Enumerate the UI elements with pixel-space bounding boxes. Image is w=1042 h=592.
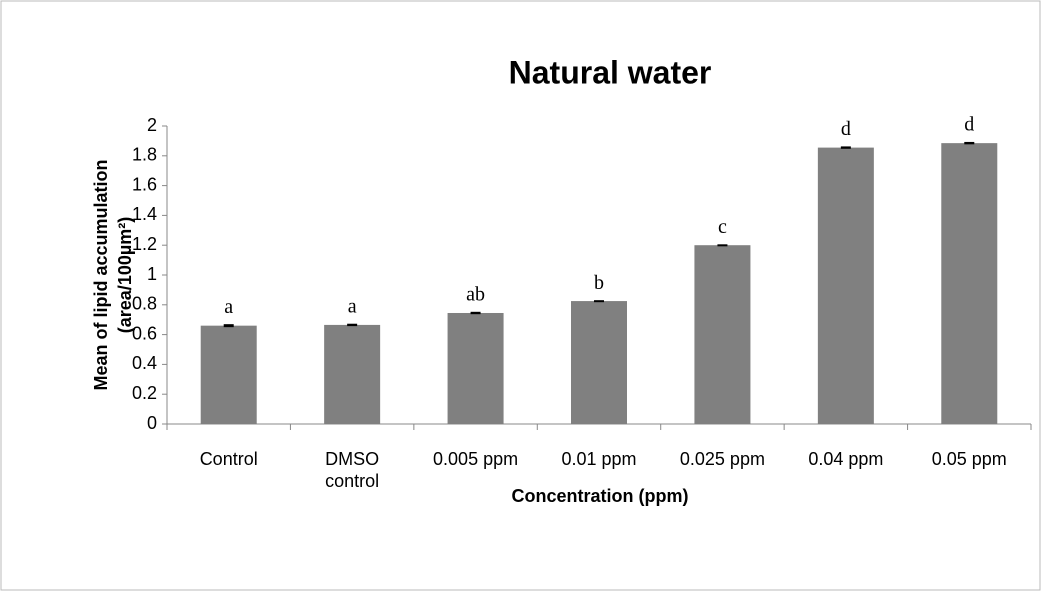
y-axis-title: Mean of lipid accumulation (area/100µm²) bbox=[91, 159, 135, 390]
error-bar bbox=[594, 300, 604, 303]
x-tick-label: Control bbox=[199, 449, 258, 469]
bar bbox=[324, 324, 381, 424]
y-axis-title-line: (area/100µm²) bbox=[115, 217, 135, 333]
x-tick-label: 0.005 ppm bbox=[433, 449, 519, 469]
y-tick-label: 0.6 bbox=[132, 323, 157, 343]
y-tick-label: 0 bbox=[147, 413, 157, 433]
y-tick-label: 1.2 bbox=[132, 234, 157, 254]
bar-annotation: d bbox=[841, 118, 851, 140]
y-tick-label: 1.6 bbox=[132, 174, 157, 194]
x-axis-title: Concentration (ppm) bbox=[512, 486, 689, 506]
y-tick-label: 0.4 bbox=[132, 353, 157, 373]
bar bbox=[571, 301, 627, 424]
error-bar bbox=[840, 146, 851, 149]
bar-annotation: a bbox=[348, 295, 357, 317]
bar bbox=[200, 325, 257, 424]
y-axis-title-line: Mean of lipid accumulation bbox=[91, 159, 111, 390]
y-tick-label: 0.8 bbox=[132, 294, 157, 314]
bar-annotation: b bbox=[594, 272, 604, 294]
bar bbox=[817, 147, 874, 425]
y-tick-label: 1.8 bbox=[132, 145, 157, 165]
bar-annotation: a bbox=[224, 296, 233, 318]
y-tick-label: 1.4 bbox=[132, 204, 157, 224]
y-tick-label: 2 bbox=[147, 115, 157, 135]
bar bbox=[694, 245, 751, 424]
error-bar bbox=[470, 311, 481, 315]
y-tick-label: 1 bbox=[147, 264, 157, 284]
bar bbox=[447, 312, 504, 424]
y-tick-label: 0.2 bbox=[132, 383, 157, 403]
x-tick-label: 0.05 ppm bbox=[931, 449, 1007, 469]
bar-annotation: ab bbox=[466, 283, 485, 305]
chart-title: Natural water bbox=[509, 54, 712, 90]
x-tick-label: 0.025 ppm bbox=[679, 449, 765, 469]
x-tick-label: 0.04 ppm bbox=[808, 449, 884, 469]
bar-annotation: d bbox=[964, 114, 974, 136]
x-tick-label: DMSO control bbox=[325, 449, 380, 491]
error-bar bbox=[717, 244, 728, 247]
bar bbox=[941, 143, 998, 424]
x-tick-label: 0.01 ppm bbox=[561, 449, 637, 469]
error-bar bbox=[964, 141, 975, 145]
bar-annotation: c bbox=[718, 216, 727, 238]
error-bar bbox=[347, 323, 358, 327]
error-bar bbox=[223, 324, 234, 328]
